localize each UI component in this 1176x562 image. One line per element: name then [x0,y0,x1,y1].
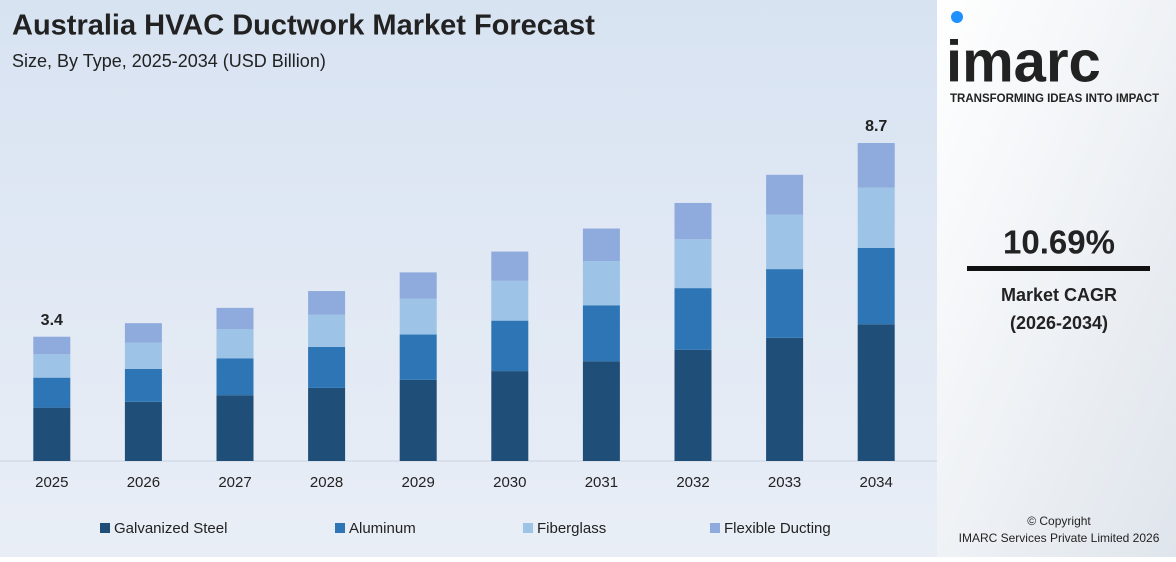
bar-segment [582,361,620,461]
x-tick-label: 2026 [127,474,160,491]
bar-segment [308,291,346,315]
chart-title: Australia HVAC Ductwork Market Forecast [12,10,595,42]
bar-segment [216,358,254,396]
bar-segment [857,187,895,248]
x-tick-label: 2031 [585,474,618,491]
bar-segment [124,401,162,461]
bar-segment [33,336,71,355]
bar-segment [766,337,804,461]
bar-segment [857,324,895,461]
bar-segment [766,174,804,215]
plot: 2025 3.4 2026 2027 2028 2029 2030 2031 2032 2033 2… [33,118,895,491]
bar-segment [308,314,346,347]
bar-segment [674,288,712,350]
legend-label: Fiberglass [537,520,606,537]
bar-segment [399,334,437,380]
cagr-rule [967,266,1150,271]
total-label: 3.4 [41,312,63,329]
legend: Galvanized Steel Aluminum Fiberglass Flexib… [100,520,831,537]
bar-segment [491,320,529,372]
bar-segment [216,307,254,330]
company: IMARC Services Private Limited 2026 [959,531,1160,545]
bar-segment [33,354,71,378]
bar-segment [33,407,71,461]
bar-segment [766,269,804,338]
bar-segment [582,261,620,306]
x-tick-label: 2032 [676,474,709,491]
logo: imarc [946,29,1101,94]
sidebar-background [937,0,1176,557]
x-tick-label: 2034 [860,474,893,491]
total-label: 8.7 [865,118,887,135]
bar-segment [33,377,71,408]
cagr-period: (2026-2034) [1010,313,1108,333]
cagr-value: 10.69% [1003,224,1115,261]
bar-segment [124,323,162,343]
bar-segment [216,329,254,359]
bar-segment [399,379,437,461]
bar-segment [399,298,437,335]
bar-segment [491,280,529,321]
bar-segment [674,239,712,289]
logo-dot [951,11,963,23]
bar-segment [766,214,804,270]
bar-segment [124,342,162,369]
bar-segment [857,247,895,325]
bar-segment [674,349,712,461]
x-tick-label: 2025 [35,474,68,491]
bar-segment [582,305,620,362]
x-tick-label: 2030 [493,474,526,491]
x-tick-label: 2033 [768,474,801,491]
cagr-label: Market CAGR [1001,285,1117,305]
bar-segment [674,202,712,240]
bar-segment [308,346,346,388]
legend-swatch [100,523,110,533]
bar-segment [491,371,529,461]
x-tick-label: 2029 [402,474,435,491]
legend-label: Aluminum [349,520,416,537]
legend-label: Galvanized Steel [114,520,227,537]
bar-segment [216,395,254,461]
chart-subtitle: Size, By Type, 2025-2034 (USD Billion) [12,51,326,71]
x-tick-label: 2027 [218,474,251,491]
legend-swatch [710,523,720,533]
bar-segment [399,272,437,299]
legend-swatch [335,523,345,533]
x-tick-label: 2028 [310,474,343,491]
bar-segment [491,251,529,281]
bar-segment [124,368,162,402]
bar-segment [582,228,620,262]
copyright: © Copyright [1027,514,1091,528]
bar-segment [857,143,895,188]
tagline: TRANSFORMING IDEAS INTO IMPACT [950,93,1159,105]
legend-swatch [523,523,533,533]
legend-label: Flexible Ducting [724,520,831,537]
bar-segment [308,387,346,461]
